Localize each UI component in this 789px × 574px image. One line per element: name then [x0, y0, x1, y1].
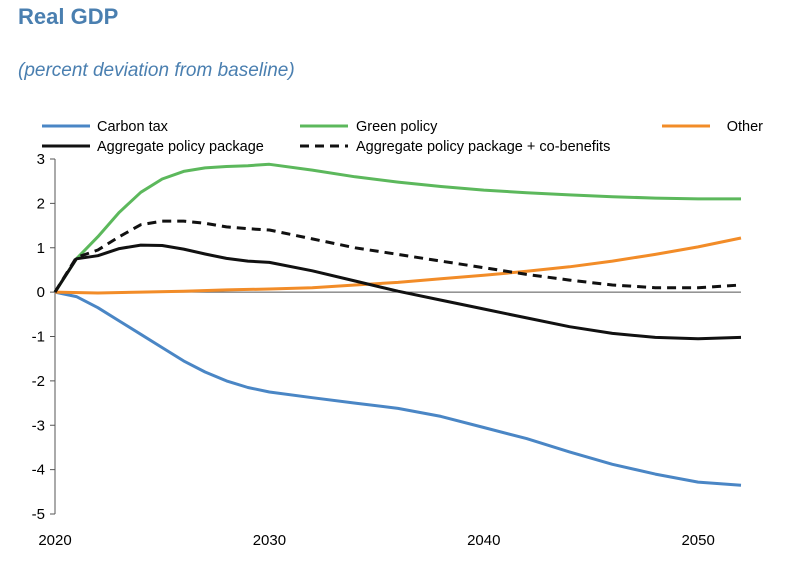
legend-item-aggregate-policy-package-co-benefits: Aggregate policy package + co-benefits — [300, 139, 610, 155]
axes: 3 2 1 0 -1 -2 -3 -4 -5 2020 2030 2040 2050 — [32, 151, 741, 549]
y-tick-label: -4 — [32, 462, 45, 479]
x-tick-label: 2030 — [253, 532, 286, 549]
series-lines — [53, 162, 742, 487]
legend-label: Aggregate policy package + co-benefits — [356, 139, 610, 155]
x-tick-label: 2040 — [467, 532, 500, 549]
series-line-carbon-tax — [54, 290, 742, 487]
y-tick-label: -1 — [32, 329, 45, 346]
legend-label: Aggregate policy package — [97, 139, 264, 155]
legend-item-carbon-tax: Carbon tax — [42, 119, 169, 135]
series-line-other — [54, 236, 742, 295]
chart-title: Real GDP — [18, 4, 119, 29]
legend-item-aggregate-policy-package: Aggregate policy package — [42, 139, 264, 155]
legend-label: Carbon tax — [97, 119, 169, 135]
x-tick-label: 2050 — [681, 532, 714, 549]
series-line-green-policy — [53, 162, 741, 293]
legend-label: Green policy — [356, 119, 438, 135]
y-tick-label: -5 — [32, 506, 45, 523]
legend-label: Other — [727, 119, 763, 135]
series-line-aggregate-policy-package — [53, 243, 742, 341]
x-tick-label: 2020 — [38, 532, 71, 549]
y-tick-label: 2 — [37, 195, 45, 212]
y-tick-label: 3 — [37, 151, 45, 168]
y-tick-label: -2 — [32, 373, 45, 390]
y-tick-label: 1 — [37, 240, 45, 257]
y-tick-label: -3 — [32, 417, 45, 434]
legend: Carbon tax Green policy Other Aggregate pol… — [42, 119, 763, 155]
legend-item-green-policy: Green policy — [300, 119, 438, 135]
y-tick-label: 0 — [37, 284, 45, 301]
chart-subtitle: (percent deviation from baseline) — [18, 60, 295, 81]
legend-item-other: Other — [662, 119, 763, 135]
